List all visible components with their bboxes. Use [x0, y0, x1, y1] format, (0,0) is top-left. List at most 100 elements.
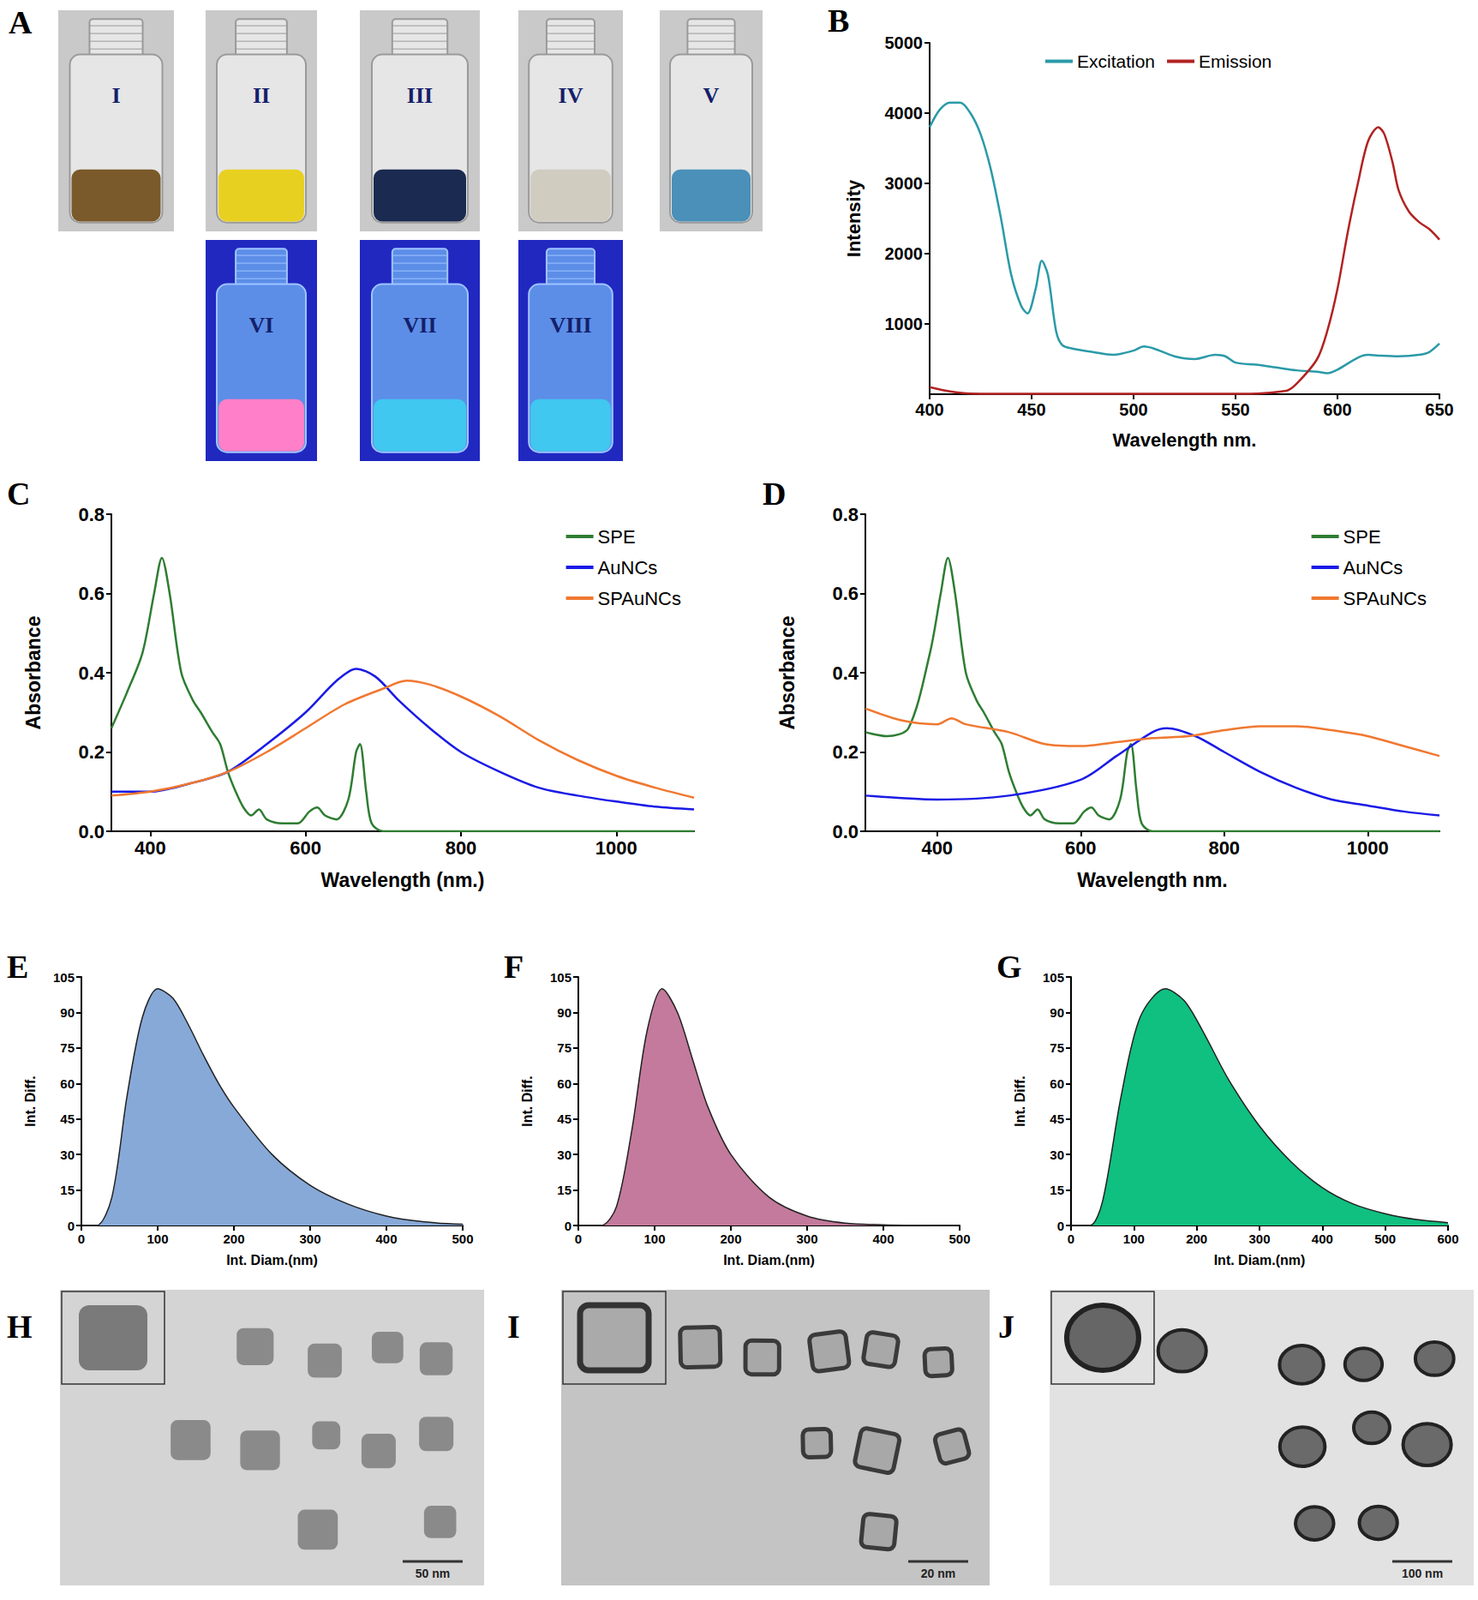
svg-text:0.4: 0.4	[77, 662, 105, 684]
svg-text:650: 650	[1424, 400, 1454, 419]
svg-text:SPE: SPE	[598, 526, 636, 548]
svg-text:400: 400	[1311, 1231, 1334, 1246]
svg-text:SPAuNCs: SPAuNCs	[1343, 587, 1427, 610]
svg-text:III: III	[406, 83, 433, 108]
svg-text:0: 0	[1067, 1231, 1075, 1246]
svg-text:Wavelength nm.: Wavelength nm.	[1112, 429, 1257, 451]
svg-text:800: 800	[1208, 837, 1240, 859]
svg-text:Emission: Emission	[1198, 51, 1272, 72]
svg-text:300: 300	[795, 1231, 818, 1246]
svg-text:15: 15	[1049, 1182, 1065, 1197]
svg-text:100: 100	[643, 1231, 665, 1246]
svg-text:45: 45	[59, 1111, 75, 1126]
svg-text:0.0: 0.0	[831, 820, 859, 843]
svg-text:3000: 3000	[885, 173, 924, 193]
svg-text:AuNCs: AuNCs	[598, 556, 659, 579]
svg-text:0.2: 0.2	[831, 741, 859, 763]
svg-text:Intensity: Intensity	[843, 179, 865, 258]
svg-text:450: 450	[1017, 400, 1046, 419]
svg-text:90: 90	[59, 1005, 75, 1020]
svg-text:II: II	[252, 83, 270, 108]
svg-text:45: 45	[556, 1111, 572, 1126]
svg-text:15: 15	[556, 1182, 572, 1197]
svg-text:VI: VI	[249, 312, 275, 338]
svg-text:550: 550	[1220, 400, 1250, 419]
svg-text:200: 200	[1185, 1231, 1208, 1246]
svg-text:SPAuNCs: SPAuNCs	[598, 587, 682, 610]
svg-text:Int. Diff.: Int. Diff.	[23, 1075, 38, 1127]
svg-text:200: 200	[719, 1231, 742, 1246]
svg-text:I: I	[111, 83, 120, 108]
svg-text:1000: 1000	[595, 837, 638, 859]
svg-text:5000: 5000	[885, 33, 924, 53]
svg-text:500: 500	[1118, 400, 1148, 419]
svg-text:VIII: VIII	[549, 312, 592, 338]
svg-text:100 nm: 100 nm	[1401, 1566, 1443, 1580]
svg-text:75: 75	[556, 1040, 572, 1055]
svg-text:100: 100	[146, 1231, 168, 1246]
svg-text:600: 600	[1436, 1231, 1459, 1246]
svg-text:400: 400	[375, 1231, 397, 1246]
svg-text:100: 100	[1123, 1231, 1145, 1246]
svg-text:500: 500	[451, 1231, 473, 1246]
svg-text:0.0: 0.0	[77, 820, 105, 843]
svg-text:30: 30	[1049, 1147, 1065, 1162]
svg-text:1000: 1000	[885, 314, 924, 334]
svg-text:400: 400	[134, 837, 167, 859]
svg-text:0.6: 0.6	[831, 582, 859, 605]
svg-text:300: 300	[1248, 1231, 1270, 1246]
svg-text:90: 90	[556, 1005, 572, 1020]
svg-text:75: 75	[1049, 1040, 1065, 1055]
svg-text:Int. Diam.(nm): Int. Diam.(nm)	[723, 1252, 815, 1268]
svg-text:Int. Diam.(nm): Int. Diam.(nm)	[226, 1252, 318, 1268]
svg-text:Absorbance: Absorbance	[776, 616, 799, 731]
svg-text:V: V	[703, 83, 720, 108]
svg-text:Wavelength nm.: Wavelength nm.	[1077, 868, 1228, 892]
svg-text:VII: VII	[402, 312, 437, 338]
svg-text:Absorbance: Absorbance	[22, 616, 45, 731]
svg-text:45: 45	[1049, 1111, 1065, 1126]
svg-text:30: 30	[59, 1147, 75, 1162]
svg-text:400: 400	[921, 837, 953, 859]
svg-text:60: 60	[59, 1076, 75, 1091]
svg-text:0.8: 0.8	[831, 503, 859, 526]
svg-text:500: 500	[1374, 1231, 1396, 1246]
svg-text:Excitation: Excitation	[1077, 51, 1155, 72]
svg-text:105: 105	[1042, 969, 1065, 985]
svg-text:SPE: SPE	[1343, 526, 1382, 548]
svg-text:15: 15	[59, 1182, 75, 1197]
svg-text:1000: 1000	[1346, 837, 1389, 859]
svg-text:600: 600	[1322, 400, 1352, 419]
svg-text:60: 60	[1049, 1076, 1065, 1091]
svg-text:90: 90	[1049, 1005, 1065, 1020]
svg-text:105: 105	[53, 969, 75, 985]
svg-text:800: 800	[445, 837, 478, 859]
svg-text:400: 400	[915, 400, 944, 419]
svg-text:300: 300	[299, 1231, 321, 1246]
svg-text:4000: 4000	[885, 103, 924, 123]
svg-text:600: 600	[289, 837, 322, 859]
svg-text:0.6: 0.6	[77, 582, 105, 605]
svg-text:0: 0	[574, 1231, 582, 1246]
svg-text:0.2: 0.2	[77, 741, 105, 763]
svg-text:Int. Diff.: Int. Diff.	[520, 1075, 535, 1127]
svg-text:Int. Diff.: Int. Diff.	[1012, 1075, 1028, 1127]
svg-text:AuNCs: AuNCs	[1343, 556, 1404, 579]
svg-text:0: 0	[77, 1231, 85, 1246]
svg-text:60: 60	[556, 1076, 572, 1091]
svg-text:20 nm: 20 nm	[921, 1566, 956, 1580]
svg-text:30: 30	[556, 1147, 572, 1162]
svg-text:500: 500	[948, 1231, 970, 1246]
svg-text:0: 0	[67, 1218, 75, 1233]
svg-text:600: 600	[1065, 837, 1097, 859]
svg-text:Wavelength (nm.): Wavelength (nm.)	[321, 868, 485, 892]
svg-text:Int. Diam.(nm): Int. Diam.(nm)	[1214, 1252, 1306, 1268]
svg-text:75: 75	[59, 1040, 75, 1055]
svg-text:2000: 2000	[885, 244, 924, 264]
svg-text:0: 0	[1057, 1218, 1065, 1233]
svg-text:0.8: 0.8	[77, 503, 105, 526]
svg-text:0: 0	[564, 1218, 572, 1233]
svg-text:50 nm: 50 nm	[415, 1566, 450, 1580]
svg-text:105: 105	[550, 969, 572, 985]
svg-text:200: 200	[222, 1231, 245, 1246]
